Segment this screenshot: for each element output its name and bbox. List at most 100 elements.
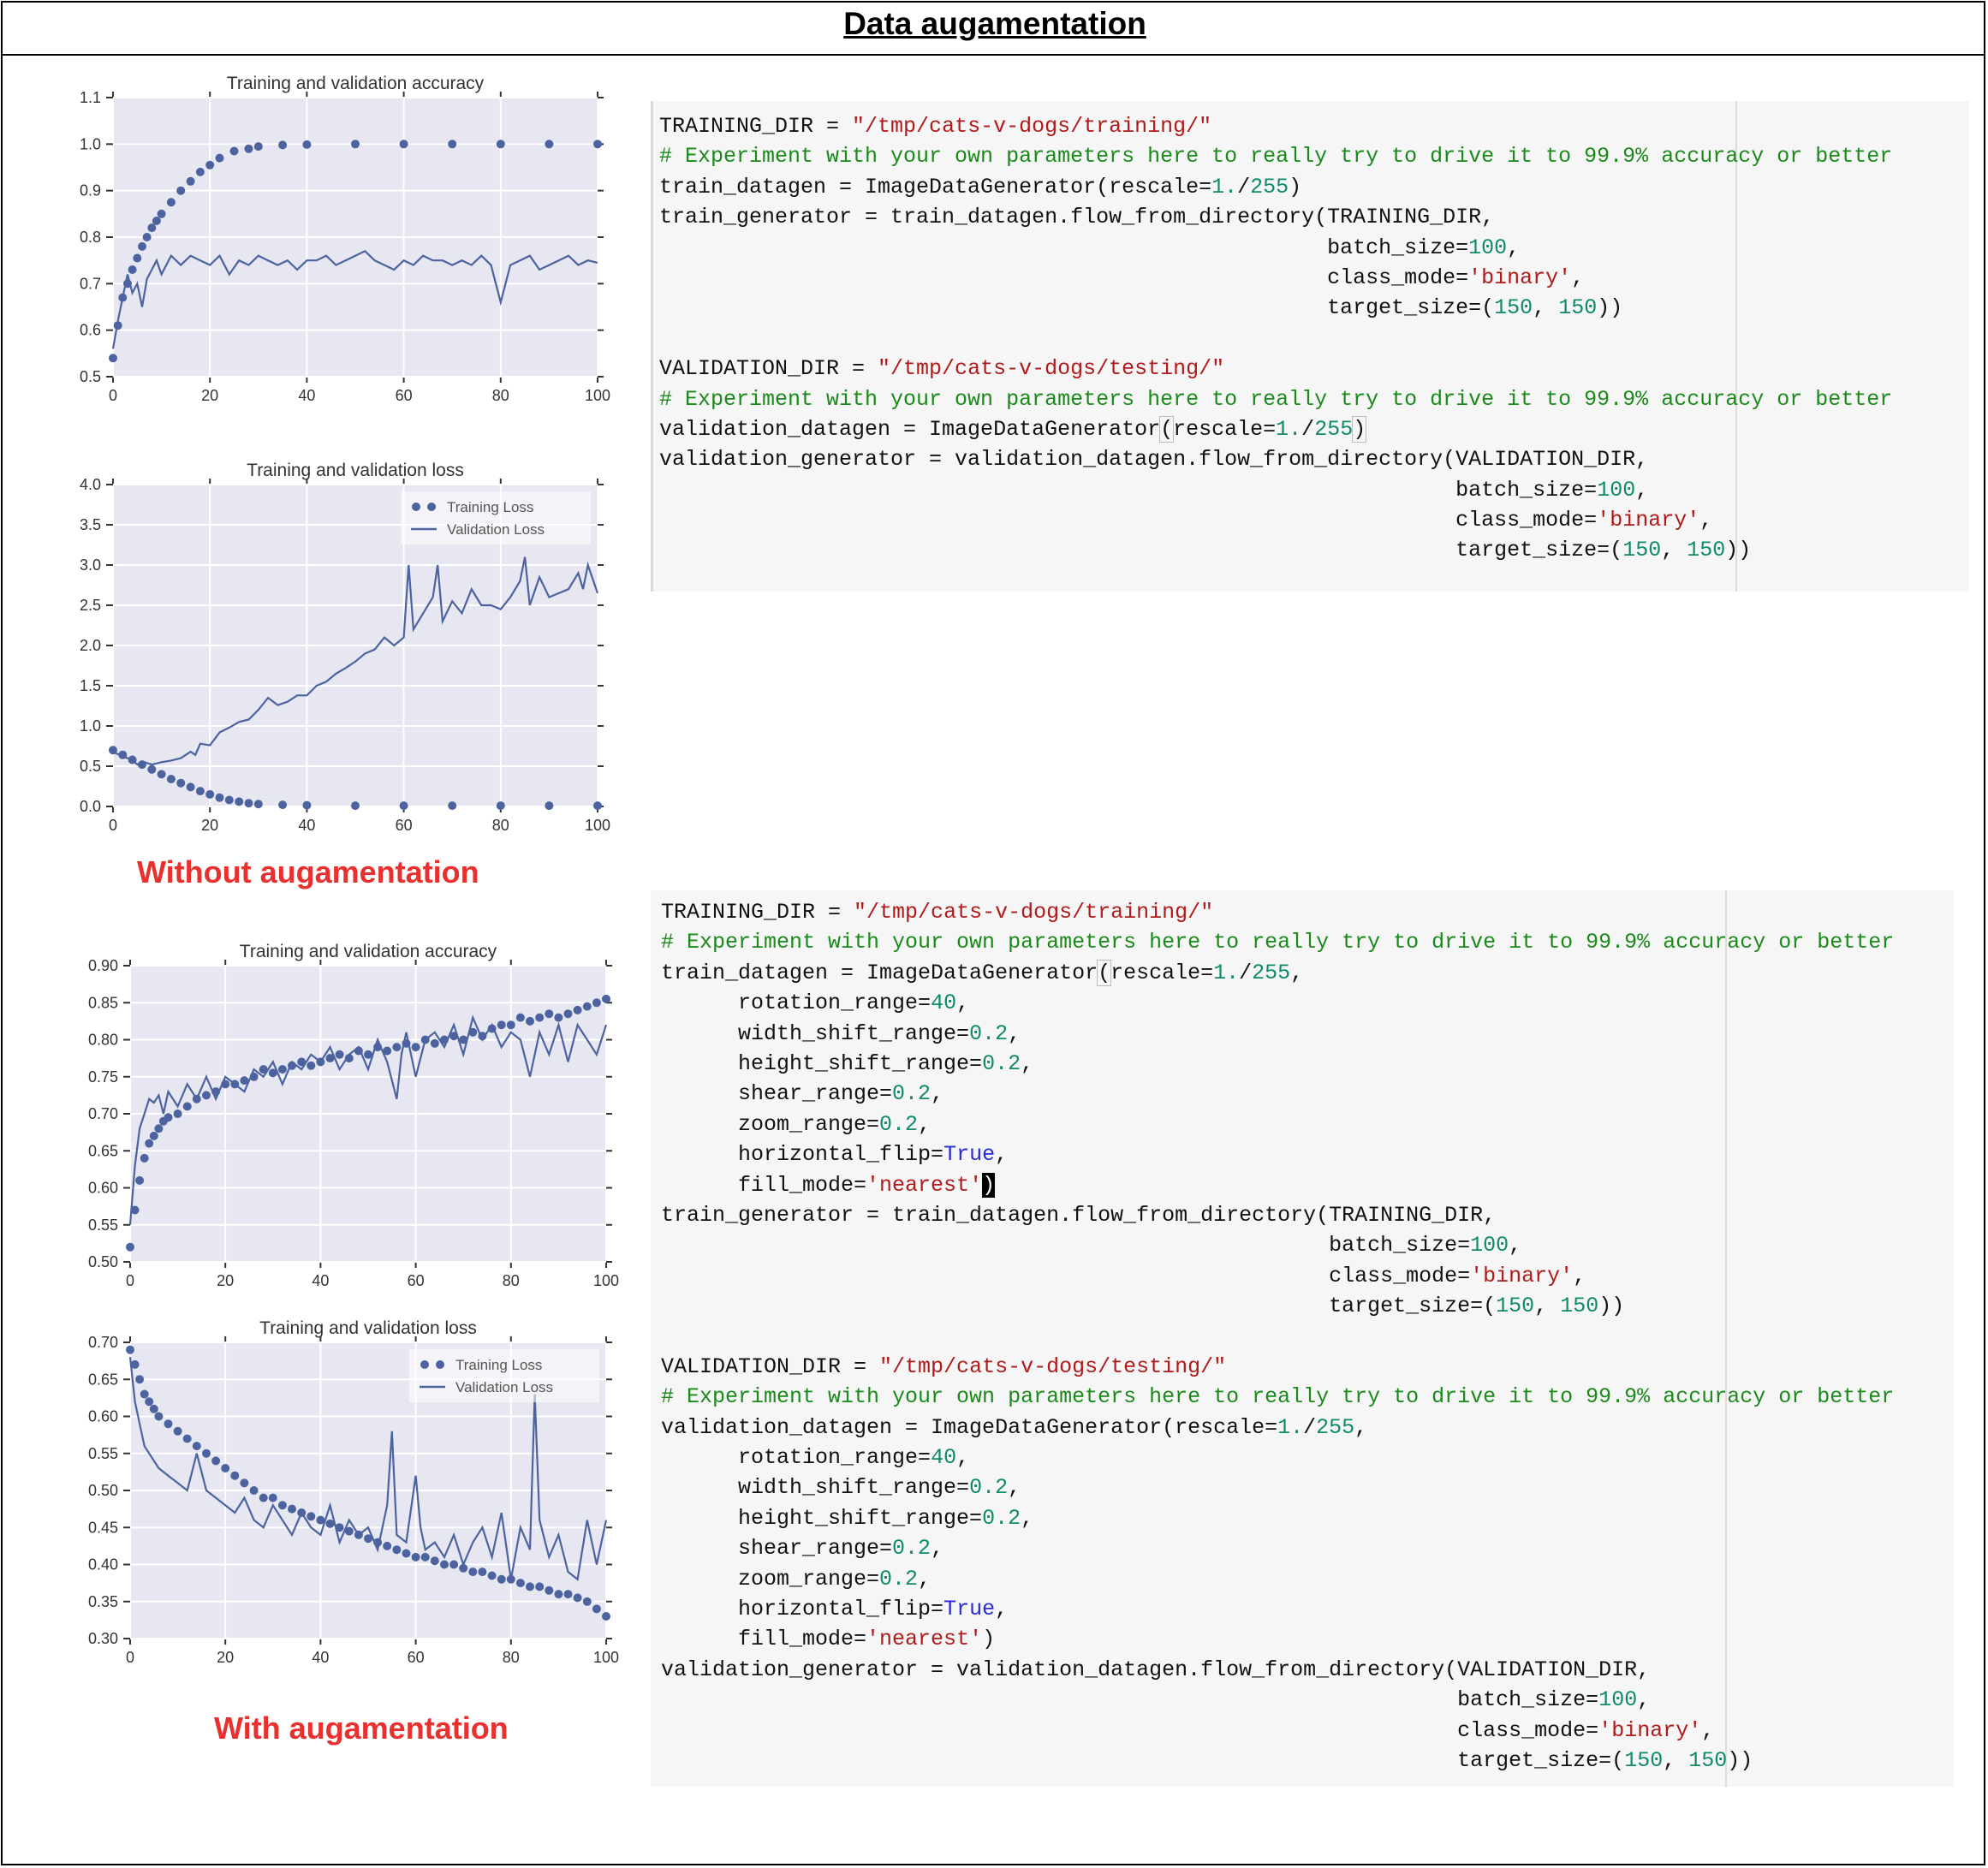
- data-point-training: [253, 800, 263, 809]
- code-ruler: [1725, 890, 1727, 1787]
- data-point-training: [325, 1054, 335, 1063]
- data-point-training: [164, 1113, 173, 1122]
- x-tick-label: 40: [312, 1649, 329, 1666]
- code-ruler: [1735, 101, 1737, 592]
- code-token: ,: [1509, 1233, 1522, 1258]
- code-token: ,: [931, 1081, 944, 1107]
- code-text[interactable]: TRAINING_DIR = "/tmp/cats-v-dogs/trainin…: [661, 897, 1894, 1776]
- data-point-training: [496, 801, 505, 811]
- data-point-training: [182, 1102, 192, 1111]
- code-token: )): [1598, 1294, 1625, 1319]
- y-tick-label: 0.0: [80, 798, 101, 815]
- data-point-training: [602, 1612, 610, 1621]
- legend-marker-training: [436, 1360, 444, 1369]
- x-tick-label: 40: [298, 387, 315, 404]
- y-tick-label: 3.0: [80, 556, 101, 574]
- x-tick-label: 80: [503, 1272, 520, 1289]
- y-tick-label: 0.90: [88, 957, 118, 974]
- code-token: shear_range=: [661, 1536, 893, 1562]
- data-point-training: [133, 253, 142, 263]
- code-token: 'binary': [1470, 1263, 1574, 1288]
- code-token: 0.2: [892, 1081, 932, 1107]
- data-point-training: [582, 1002, 592, 1011]
- code-text[interactable]: TRAINING_DIR = "/tmp/cats-v-dogs/trainin…: [659, 111, 1892, 566]
- data-point-training: [506, 1020, 515, 1030]
- data-point-training: [202, 1091, 211, 1100]
- data-point-training: [411, 1043, 420, 1052]
- data-point-training: [259, 1065, 268, 1074]
- code-line: height_shift_range=0.2,: [661, 1049, 1894, 1079]
- y-tick-label: 1.5: [80, 677, 101, 694]
- data-point-training: [176, 778, 186, 788]
- y-tick-label: 0.50: [88, 1482, 118, 1499]
- code-cell-with-augmentation[interactable]: TRAINING_DIR = "/tmp/cats-v-dogs/trainin…: [651, 890, 1954, 1787]
- chart-title: Training and validation accuracy: [227, 74, 485, 93]
- data-point-training: [166, 198, 176, 207]
- y-tick-label: 1.1: [80, 89, 101, 106]
- y-tick-label: 0.5: [80, 758, 101, 775]
- x-tick-label: 40: [298, 817, 315, 834]
- y-tick-label: 1.0: [80, 717, 101, 735]
- y-tick-label: 0.6: [80, 322, 101, 339]
- data-point-training: [195, 787, 205, 796]
- x-tick-label: 40: [312, 1272, 329, 1289]
- legend-label: Validation Loss: [447, 521, 545, 538]
- code-line: # Experiment with your own parameters he…: [659, 141, 1892, 171]
- code-cell-without-augmentation[interactable]: TRAINING_DIR = "/tmp/cats-v-dogs/trainin…: [651, 101, 1969, 592]
- code-line: width_shift_range=0.2,: [661, 1019, 1894, 1049]
- data-point-training: [399, 801, 408, 811]
- data-point-training: [182, 1434, 192, 1443]
- data-point-training: [351, 801, 360, 811]
- x-tick-label: 20: [217, 1272, 234, 1289]
- code-token: width_shift_range=: [661, 1475, 970, 1501]
- x-tick-label: 60: [408, 1649, 425, 1666]
- code-token: 'nearest': [866, 1627, 983, 1652]
- data-point-training: [140, 1389, 149, 1399]
- data-point-training: [109, 354, 117, 363]
- data-point-training: [166, 775, 176, 783]
- code-line: validation_datagen = ImageDataGenerator(…: [661, 1413, 1894, 1443]
- data-point-training: [154, 1412, 164, 1421]
- data-point-training: [515, 1013, 525, 1022]
- y-tick-label: 0.85: [88, 994, 118, 1011]
- code-token: VALIDATION_DIR =: [661, 1353, 880, 1379]
- x-tick-label: 60: [408, 1272, 425, 1289]
- y-tick-label: 0.65: [88, 1371, 118, 1388]
- code-line: batch_size=100,: [661, 1685, 1894, 1715]
- data-point-training: [268, 1493, 277, 1502]
- data-point-training: [202, 1449, 211, 1458]
- code-line: width_shift_range=0.2,: [661, 1472, 1894, 1502]
- data-point-training: [235, 797, 244, 806]
- data-point-training: [563, 1590, 573, 1599]
- data-point-training: [459, 1563, 468, 1573]
- x-tick-label: 0: [126, 1272, 134, 1289]
- x-tick-label: 100: [585, 817, 610, 834]
- code-token: /: [1301, 416, 1315, 442]
- data-point-training: [205, 160, 215, 170]
- code-line: [661, 1321, 1894, 1351]
- data-point-training: [335, 1523, 344, 1532]
- code-line: height_shift_range=0.2,: [661, 1503, 1894, 1533]
- data-point-training: [468, 1568, 478, 1577]
- code-token: ,: [956, 1445, 970, 1471]
- data-point-training: [535, 1582, 545, 1591]
- code-token: )): [1725, 538, 1752, 563]
- code-token: 0.2: [879, 1111, 919, 1137]
- y-tick-label: 0.65: [88, 1142, 118, 1159]
- code-token: ,: [1573, 1263, 1586, 1288]
- y-tick-label: 2.5: [80, 597, 101, 614]
- chart-accuracy-with-augmentation: 0 20 40 60 80 100 0.50 0.55 0.60 0.65 0.70 0.75 0.80…: [88, 942, 619, 1289]
- code-token: target_size=(: [661, 1747, 1625, 1773]
- y-tick-label: 0.55: [88, 1217, 118, 1234]
- y-tick-label: 0.60: [88, 1180, 118, 1197]
- data-point-training: [545, 1009, 554, 1019]
- data-point-training: [592, 998, 601, 1008]
- data-point-training: [392, 1545, 402, 1555]
- data-point-training: [147, 223, 157, 233]
- data-point-training: [383, 1046, 392, 1056]
- code-line: target_size=(150, 150)): [661, 1291, 1894, 1321]
- data-point-training: [192, 1442, 201, 1451]
- code-cell-edge: [651, 101, 653, 592]
- code-token: )): [1597, 295, 1623, 321]
- y-tick-label: 0.35: [88, 1593, 118, 1610]
